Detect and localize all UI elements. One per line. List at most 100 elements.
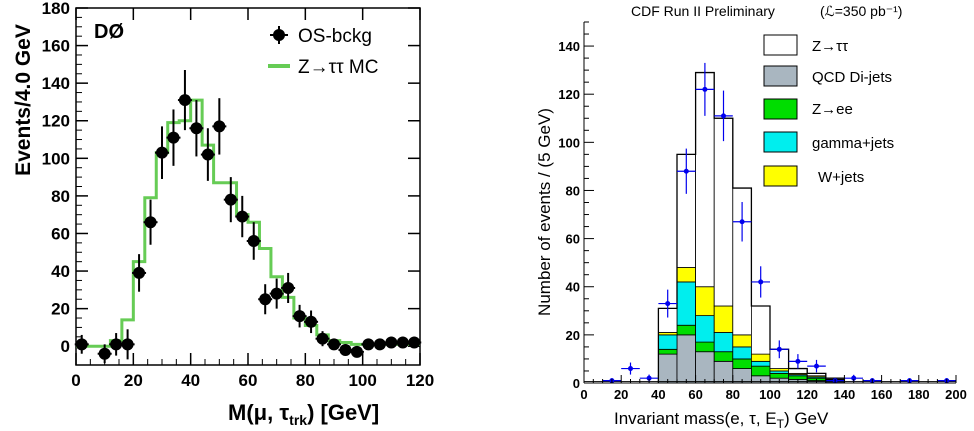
cdf-legend-label-qcd: QCD Di-jets [812, 69, 892, 86]
d0-mc-step-line [76, 98, 420, 348]
cdf-x-axis-label: Invariant mass(e, τ, ET) GeV [614, 409, 829, 431]
d0-data-point [362, 338, 375, 351]
cdf-x-tick-label: 200 [945, 387, 967, 402]
d0-legend-label-data: OS-bckg [298, 26, 372, 47]
d0-y-tick-label: 160 [42, 37, 70, 56]
d0-data-point [121, 338, 134, 351]
d0-data-point [156, 146, 168, 159]
cdf-data-point [851, 375, 857, 381]
cdf-data-point [739, 219, 745, 225]
cdf-x-tick-label: 120 [796, 387, 818, 402]
d0-data-point [328, 338, 340, 351]
d0-y-tick-label: 20 [51, 300, 70, 319]
cdf-data-point [702, 86, 708, 92]
d0-data-point [190, 122, 203, 135]
cdf-axis-ticks: 0 20 40 60 80 100 120 140 160 180 200 0 20 40 60 80 100 1… [558, 21, 967, 402]
d0-data-point [110, 338, 123, 351]
cdf-y-axis-label: Number of events / (5 GeV) [535, 108, 554, 316]
cdf-data-point [758, 279, 764, 285]
cdf-bar-w-jets [676, 267, 697, 283]
cdf-y-tick-label: 40 [566, 280, 580, 295]
d0-x-tick-label: 40 [181, 371, 200, 390]
cdf-legend-label-zee: Z→ee [812, 101, 853, 118]
cdf-bar-qcd-di-jets [658, 353, 678, 384]
d0-data-point [350, 345, 363, 358]
cdf-bar-gamma-jets [695, 315, 715, 343]
d0-data-point [339, 343, 352, 356]
d0-axis-ticks: 0 20 40 60 80 100 120 0 20 40 60 80 100 120 140 160 180 [42, 0, 435, 390]
d0-data-point [385, 336, 398, 349]
d0-data-point [396, 336, 409, 349]
d0-experiment-label: DØ [94, 21, 124, 43]
d0-x-tick-label: 20 [124, 371, 143, 390]
cdf-legend-label-ztautau: Z→ττ [812, 38, 848, 55]
d0-data-point [293, 310, 306, 323]
d0-data-point [305, 315, 318, 328]
d0-data-point [98, 347, 111, 360]
d0-data-point [236, 210, 249, 223]
d0-legend: OS-bckg Z→ττ MC [268, 26, 378, 78]
cdf-data-point [721, 113, 726, 119]
d0-data-point [282, 281, 295, 294]
d0-legend-marker-dot [273, 29, 285, 41]
cdf-bar-z- [751, 305, 771, 355]
cdf-data-point [665, 301, 671, 307]
cdf-bar-z- [713, 117, 734, 307]
d0-data-point [178, 94, 191, 107]
d0-y-tick-label: 40 [51, 262, 70, 281]
cdf-data-point [814, 363, 819, 369]
cdf-bar-z-ee [676, 324, 697, 336]
d0-mc-histogram [76, 98, 420, 348]
cdf-legend-label-wjets: W+jets [818, 169, 864, 186]
cdf-bar-gamma-jets [713, 332, 734, 353]
cdf-bar-gamma-jets [732, 346, 752, 360]
cdf-x-tick-label: 80 [726, 387, 740, 402]
d0-y-tick-label: 100 [42, 149, 70, 168]
d0-legend-label-mc: Z→ττ MC [298, 57, 378, 78]
d0-y-tick-label: 140 [42, 74, 70, 93]
cdf-y-tick-label: 140 [558, 39, 580, 54]
cdf-bar-z-ee [732, 358, 752, 369]
cdf-x-tick-label: 40 [651, 387, 665, 402]
d0-x-axis-label: M(μ, τtrk) [GeV] [228, 400, 379, 428]
d0-x-tick-label: 100 [348, 371, 376, 390]
d0-mass-plot: 0 20 40 60 80 100 120020406080100120140160180 … [12, 0, 434, 428]
cdf-bar-z-ee [769, 372, 790, 379]
cdf-bar-gamma-jets [751, 360, 771, 367]
cdf-y-tick-label: 0 [573, 376, 580, 391]
cdf-legend-swatch-gammajets [763, 131, 798, 153]
d0-data-point [270, 287, 283, 300]
d0-y-tick-label: 80 [51, 187, 70, 206]
cdf-mass-plot: CDF Run II Preliminary (ℒ=350 pb⁻¹) 0 20 4… [535, 3, 967, 431]
cdf-bar-w-jets [732, 334, 752, 348]
d0-data-point [201, 148, 214, 161]
cdf-y-tick-label: 20 [566, 328, 580, 343]
cdf-y-tick-label: 120 [558, 87, 580, 102]
d0-y-tick-label: 60 [51, 224, 70, 243]
cdf-bar-gamma-jets [658, 334, 678, 350]
cdf-bar-qcd-di-jets [676, 334, 697, 384]
cdf-data-point [628, 366, 633, 372]
cdf-bar-w-jets [751, 353, 771, 362]
cdf-luminosity: (ℒ=350 pb⁻¹) [820, 3, 902, 19]
d0-data-point [224, 193, 237, 206]
d0-data-points [74, 70, 422, 364]
d0-x-tick-label: 0 [71, 371, 80, 390]
cdf-legend-swatch-ztautau [763, 34, 798, 56]
d0-y-axis-label: Events/4.0 GeV [12, 24, 35, 176]
cdf-legend-swatch-wjets [763, 165, 798, 187]
cdf-bar-z-ee [713, 351, 734, 362]
cdf-legend: Z→ττ QCD Di-jets Z→ee gamma+jets W+jets [763, 34, 894, 187]
cdf-x-tick-label: 140 [834, 387, 856, 402]
cdf-x-tick-label: 20 [614, 387, 628, 402]
cdf-stacked-histogram [584, 72, 956, 384]
cdf-bar-z-ee [658, 348, 678, 355]
d0-y-tick-label: 0 [61, 337, 70, 356]
cdf-data-point [776, 346, 782, 352]
cdf-data-point [646, 375, 652, 381]
cdf-y-tick-label: 80 [566, 183, 580, 198]
d0-data-point [316, 332, 329, 345]
cdf-bar-z- [788, 368, 808, 374]
cdf-x-tick-label: 0 [580, 387, 587, 402]
